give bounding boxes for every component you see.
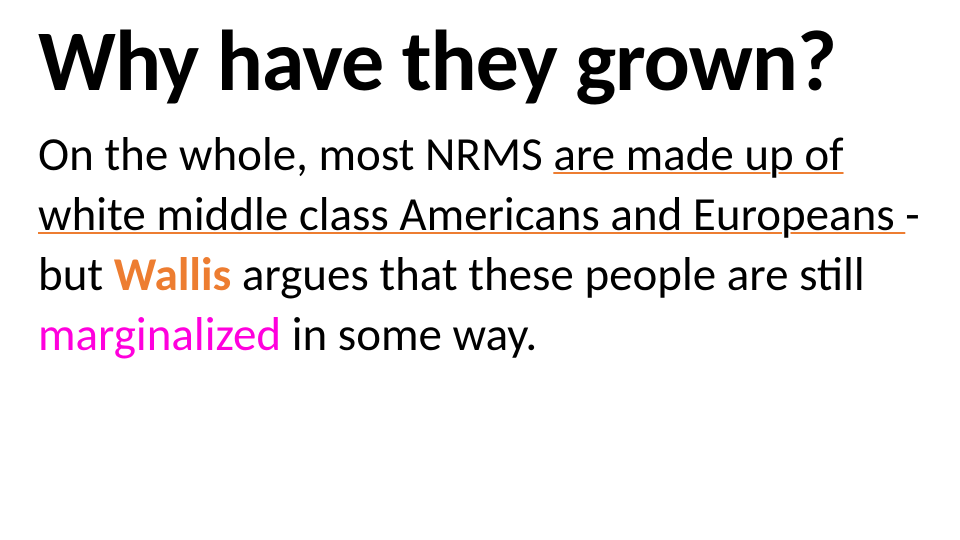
body-segment-4: argues that these people are still [231, 245, 864, 303]
slide-title: Why have they grown? [38, 18, 922, 106]
slide-body: On the whole, most NRMS are made up of w… [38, 124, 922, 365]
body-segment-0: On the whole, most NRMS [38, 125, 553, 183]
body-segment-6: in some way. [281, 305, 537, 363]
body-segment-5: marginalized [38, 305, 281, 363]
slide: Why have they grown? On the whole, most … [0, 0, 960, 540]
body-segment-3: Wallis [114, 245, 231, 303]
